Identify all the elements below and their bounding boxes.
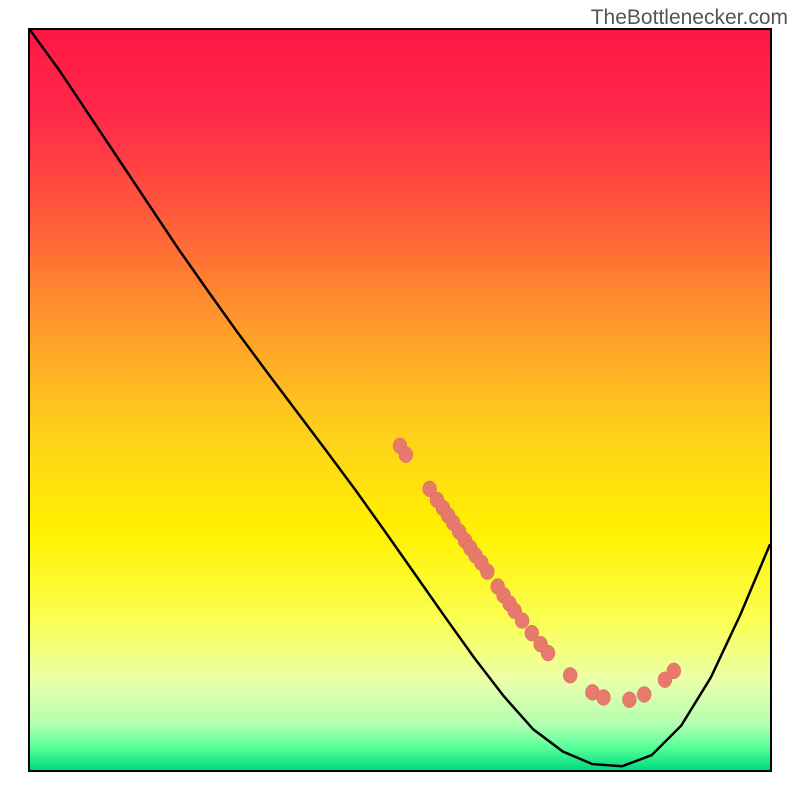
plot-area xyxy=(28,28,772,772)
plot-svg xyxy=(30,30,770,770)
data-marker xyxy=(399,447,413,463)
data-marker xyxy=(541,645,555,661)
data-marker xyxy=(563,667,577,683)
data-marker xyxy=(622,692,636,708)
data-marker xyxy=(515,613,529,629)
data-marker xyxy=(637,687,651,703)
gradient-background xyxy=(30,30,770,770)
data-marker xyxy=(480,564,494,580)
watermark-text: TheBottlenecker.com xyxy=(591,6,788,30)
chart-container: TheBottlenecker.com xyxy=(0,0,800,800)
data-marker xyxy=(597,690,611,706)
data-marker xyxy=(667,663,681,679)
